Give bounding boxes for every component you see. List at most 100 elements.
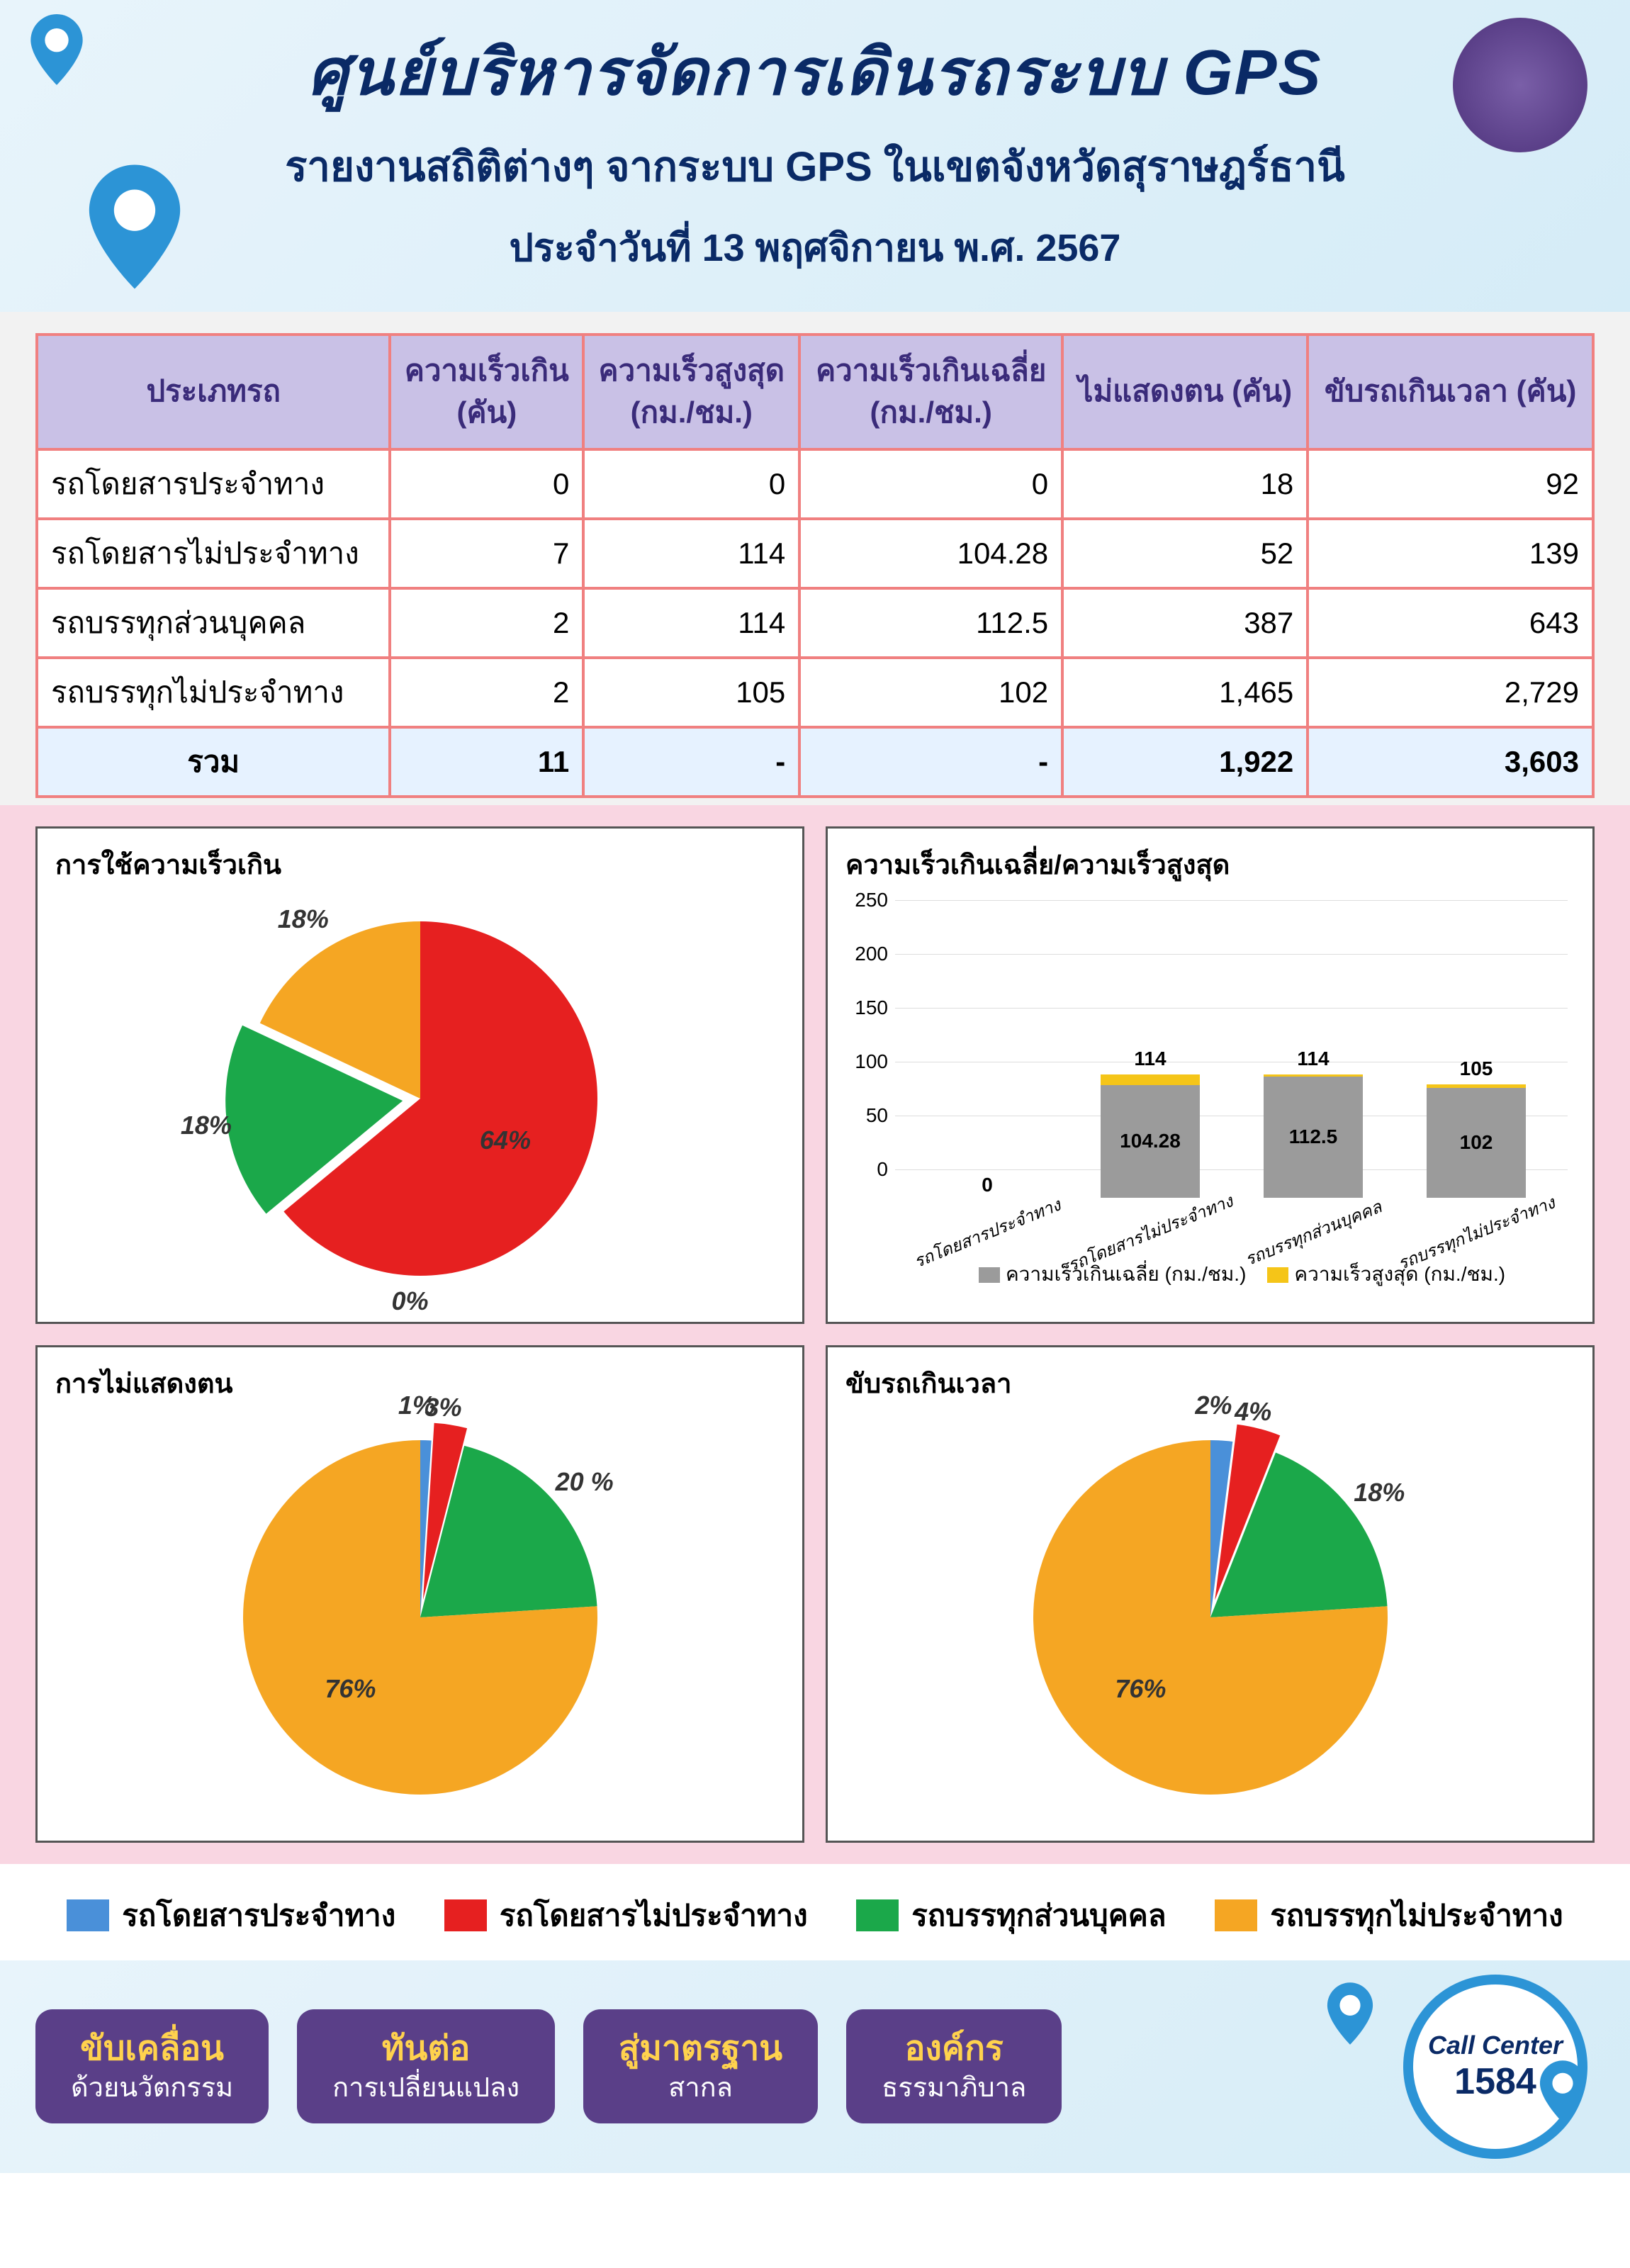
legend-label: รถบรรทุกส่วนบุคคล [911,1892,1166,1939]
table-row: รถบรรทุกส่วนบุคคล2114112.5387643 [37,588,1593,658]
pie-label: 18% [181,1111,232,1140]
stats-table: ประเภทรถความเร็วเกิน(คัน)ความเร็วสูงสุด(… [35,333,1595,798]
pie-overtime-box: ขับรถเกินเวลา 2%4%18%76% [826,1345,1595,1843]
table-cell: 2 [390,658,583,727]
bar-value-label: 112.5 [1264,1125,1363,1148]
footer: ขับเคลื่อนด้วยนวัตกรรมทันต่อการเปลี่ยนแป… [0,1960,1630,2173]
page-subtitle: รายงานสถิติต่างๆ จากระบบ GPS ในเขตจังหวั… [43,133,1587,199]
table-cell: 643 [1308,588,1593,658]
bar-value-label: 114 [1264,1048,1363,1070]
table-cell: - [583,727,799,797]
table-cell: 92 [1308,449,1593,519]
y-tick: 50 [849,1104,888,1127]
map-pin-icon [1325,1982,1375,2045]
table-header: ขับรถเกินเวลา (คัน) [1308,335,1593,449]
y-tick: 200 [849,943,888,965]
table-cell: 139 [1308,519,1593,588]
bar-segment-max [1264,1074,1363,1076]
table-row: รถบรรทุกไม่ประจำทาง21051021,4652,729 [37,658,1593,727]
pie-label: 3% [425,1393,461,1422]
bar-segment-max [1101,1074,1200,1085]
table-cell: 0 [583,449,799,519]
bar-value-label: 105 [1427,1057,1526,1080]
department-logo [1453,18,1587,152]
table-cell: 0 [799,449,1062,519]
pie-label: 18% [1354,1478,1405,1508]
legend-swatch [67,1899,109,1931]
bar-legend: ความเร็วเกินเฉลี่ย (กม./ชม.)ความเร็วสูงส… [895,1259,1568,1290]
table-cell: 2 [390,588,583,658]
legend-label: รถโดยสารประจำทาง [122,1892,395,1939]
y-tick: 0 [849,1158,888,1181]
pie-label: 64% [480,1125,531,1155]
table-header: ความเร็วสูงสุด(กม./ชม.) [583,335,799,449]
table-header: ไม่แสดงตน (คัน) [1062,335,1308,449]
bar-value-label: 102 [1427,1131,1526,1154]
pie-speed-box: การใช้ความเร็วเกิน 0%64%18%18% [35,826,804,1324]
table-header: ความเร็วเกินเฉลี่ย(กม./ชม.) [799,335,1062,449]
legend-label: รถบรรทุกไม่ประจำทาง [1270,1892,1563,1939]
pie-label: 18% [278,904,329,934]
table-cell: 7 [390,519,583,588]
table-cell: 387 [1062,588,1308,658]
footer-pill: องค์กรธรรมาภิบาล [846,2009,1062,2124]
table-cell: 0 [390,449,583,519]
pie-label: 76% [1115,1674,1166,1704]
chart-title: การใช้ความเร็วเกิน [55,843,785,886]
legend-item: รถโดยสารประจำทาง [67,1892,395,1939]
legend-label: รถโดยสารไม่ประจำทาง [500,1892,808,1939]
bar-chart-box: ความเร็วเกินเฉลี่ย/ความเร็วสูงสุด 0 50 100… [826,826,1595,1324]
map-pin-icon [28,14,85,85]
table-cell: 52 [1062,519,1308,588]
legend-swatch [1215,1899,1257,1931]
table-header: ความเร็วเกิน(คัน) [390,335,583,449]
legend-item: รถบรรทุกไม่ประจำทาง [1215,1892,1563,1939]
pie-label: 4% [1235,1397,1271,1427]
table-cell: 1,465 [1062,658,1308,727]
pie-label: 2% [1195,1391,1232,1420]
table-total-row: รวม11--1,9223,603 [37,727,1593,797]
table-header: ประเภทรถ [37,335,390,449]
footer-pill: ขับเคลื่อนด้วยนวัตกรรม [35,2009,269,2124]
charts-section: การใช้ความเร็วเกิน 0%64%18%18% ความเร็วเ… [0,805,1630,1864]
legend-item: รถบรรทุกส่วนบุคคล [856,1892,1166,1939]
pie-label: 20 % [556,1467,614,1497]
legend-swatch [856,1899,899,1931]
category-legend: รถโดยสารประจำทาง รถโดยสารไม่ประจำทาง รถบรร… [0,1864,1630,1960]
table-cell: 102 [799,658,1062,727]
table-cell: 114 [583,519,799,588]
pie-noshow-box: การไม่แสดงตน 1%3%20 %76% [35,1345,804,1843]
header: ศูนย์บริหารจัดการเดินรถระบบ GPS รายงานสถ… [0,0,1630,312]
table-cell: 114 [583,588,799,658]
bar-value-label: 0 [938,1174,1037,1196]
data-table-section: ประเภทรถความเร็วเกิน(คัน)ความเร็วสูงสุด(… [0,312,1630,805]
table-row: รถโดยสารไม่ประจำทาง7114104.2852139 [37,519,1593,588]
bar-segment-max [1427,1084,1526,1088]
table-row: รถโดยสารประจำทาง0001892 [37,449,1593,519]
y-tick: 100 [849,1050,888,1073]
pie-label: 76% [325,1674,376,1704]
table-cell: - [799,727,1062,797]
footer-pill: สู่มาตรฐานสากล [583,2009,818,2124]
table-cell: รถบรรทุกไม่ประจำทาง [37,658,390,727]
map-pin-icon [1538,2060,1587,2123]
chart-title: ความเร็วเกินเฉลี่ย/ความเร็วสูงสุด [845,843,1575,886]
table-cell: 3,603 [1308,727,1593,797]
table-cell: 11 [390,727,583,797]
legend-item: รถโดยสารไม่ประจำทาง [444,1892,808,1939]
y-tick: 250 [849,889,888,911]
table-cell: 1,922 [1062,727,1308,797]
bar-value-label: 114 [1101,1048,1200,1070]
footer-pill: ทันต่อการเปลี่ยนแปลง [297,2009,555,2124]
report-date: ประจำวันที่ 13 พฤศจิกายน พ.ศ. 2567 [43,217,1587,278]
legend-swatch [444,1899,487,1931]
table-cell: 2,729 [1308,658,1593,727]
table-cell: 104.28 [799,519,1062,588]
table-cell: 18 [1062,449,1308,519]
map-pin-icon [85,163,184,291]
table-cell: รถโดยสารประจำทาง [37,449,390,519]
table-cell: 112.5 [799,588,1062,658]
y-tick: 150 [849,997,888,1019]
table-cell: รถโดยสารไม่ประจำทาง [37,519,390,588]
bar-value-label: 104.28 [1101,1130,1200,1152]
